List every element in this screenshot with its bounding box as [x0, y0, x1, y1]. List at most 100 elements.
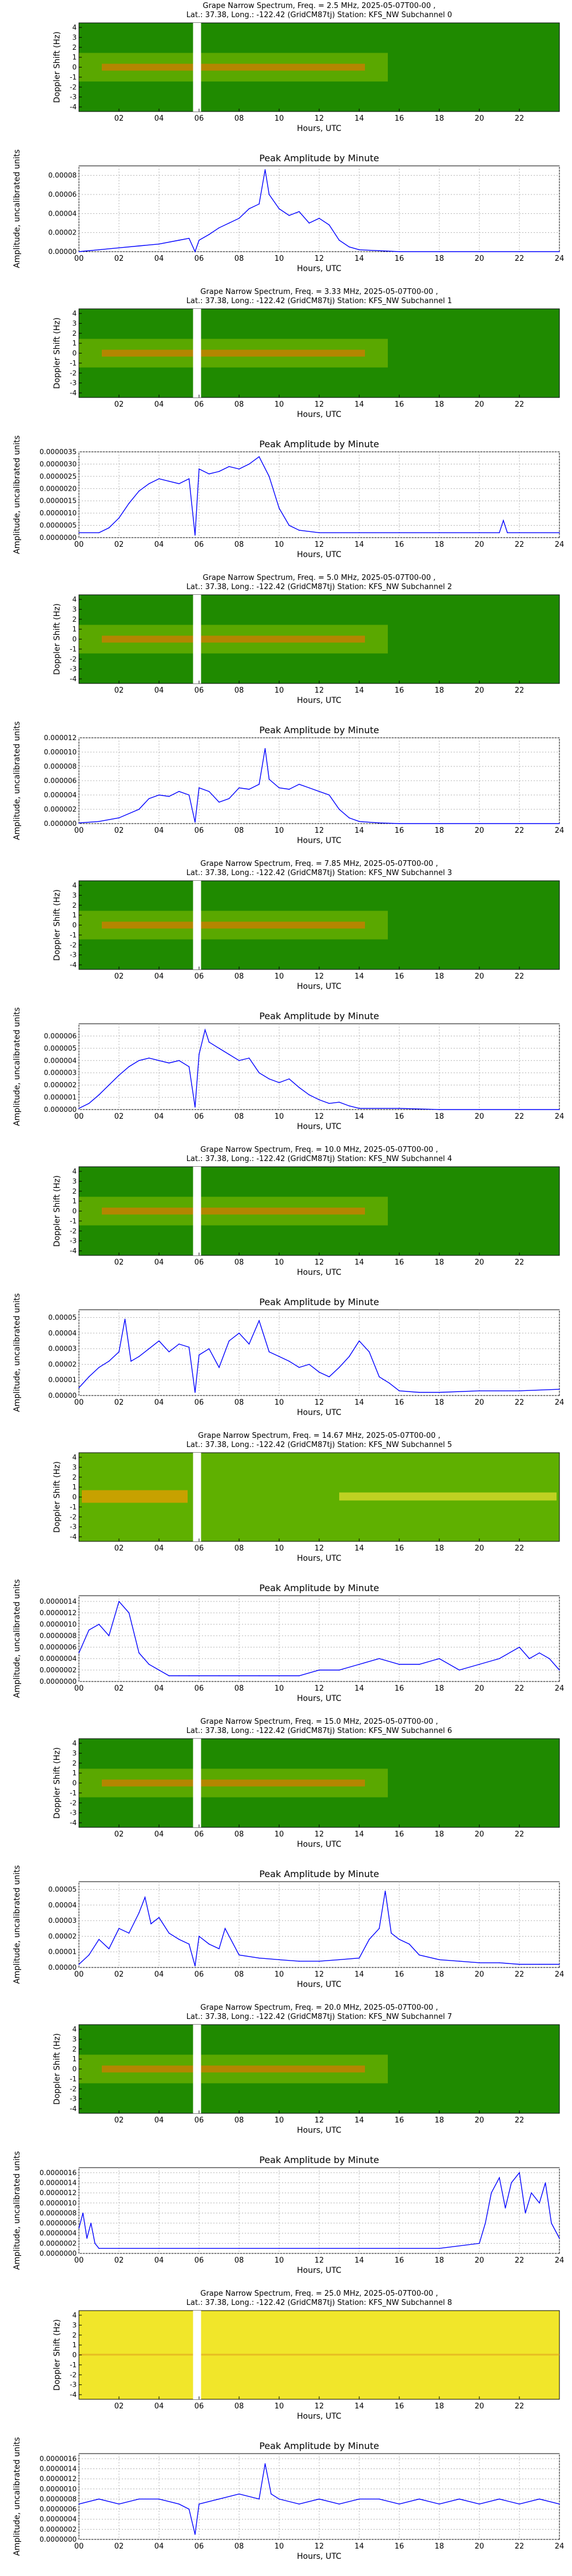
y-tick-label: 3 [72, 319, 77, 327]
data-point [219, 1675, 220, 1676]
data-point [479, 823, 480, 824]
x-tick-label: 06 [194, 255, 204, 263]
data-point [479, 1664, 480, 1665]
x-tick-label: 08 [235, 2542, 244, 2551]
x-tick-label: 22 [515, 1398, 525, 1407]
y-tick-label: 0.00003 [48, 1345, 77, 1353]
data-point [194, 1392, 196, 1393]
data-point [308, 222, 310, 224]
spectrogram-ylabel: Doppler Shift (Hz) [53, 317, 62, 389]
x-tick-label: 24 [555, 255, 565, 263]
data-point [138, 1060, 140, 1062]
data-point [208, 1943, 210, 1945]
data-point [559, 823, 560, 824]
y-tick-label: 0.0000000 [39, 2535, 77, 2543]
data-point [439, 251, 440, 252]
data-point [138, 809, 140, 810]
data-point [499, 1962, 500, 1963]
y-tick-label: 0.0000006 [39, 2219, 77, 2227]
spectrogram-signal [102, 2065, 365, 2073]
data-point [348, 246, 350, 248]
data-point [499, 2177, 500, 2179]
x-tick-label: 22 [515, 1970, 525, 1979]
y-tick-label: 3 [72, 2035, 77, 2043]
data-point [459, 2498, 460, 2500]
data-point [531, 2192, 532, 2193]
y-tick-label: 0.00005 [48, 1314, 77, 1322]
data-point [479, 2243, 480, 2244]
y-tick-label: 0.00003 [48, 1917, 77, 1925]
data-point [148, 1058, 150, 1059]
y-tick-label: 2 [72, 1473, 77, 1481]
x-tick-label: 10 [275, 686, 284, 695]
y-tick-label: 0.00001 [48, 1948, 77, 1956]
x-tick-label: 10 [275, 255, 284, 263]
data-point [78, 251, 80, 252]
data-point [379, 250, 380, 252]
amplitude-ylabel: Amplitude, uncalibrated units [13, 1293, 22, 1412]
data-point [178, 1675, 180, 1676]
data-point [98, 532, 100, 534]
data-point [82, 2212, 84, 2214]
data-point [239, 1060, 240, 1062]
x-tick-label: 06 [194, 1970, 204, 1979]
spectrogram-signal [339, 1492, 557, 1501]
spectrogram-xlabel: Hours, UTC [297, 2126, 341, 2135]
data-point [264, 169, 266, 170]
data-point [108, 1635, 110, 1636]
x-tick-label: 00 [74, 1970, 84, 1979]
data-point [359, 1664, 360, 1665]
x-tick-label: 10 [275, 1544, 284, 1553]
y-tick-label: -1 [70, 73, 77, 81]
x-tick-label: 10 [275, 1970, 284, 1979]
x-tick-label: 18 [435, 2256, 444, 2265]
spectrogram-signal [102, 63, 365, 71]
y-tick-label: 0.0000030 [39, 460, 77, 468]
x-tick-label: 12 [315, 972, 324, 981]
data-point [268, 1351, 270, 1353]
data-point [208, 473, 210, 475]
spectrogram-subtitle: Lat.: 37.38, Long.: -122.42 (GridCM87tj)… [186, 297, 452, 305]
data-point [319, 532, 320, 534]
x-tick-label: 04 [154, 1970, 164, 1979]
amplitude-title: Peak Amplitude by Minute [259, 153, 379, 164]
data-point [439, 1658, 440, 1659]
y-tick-label: 2 [72, 2045, 77, 2053]
data-point [78, 2503, 80, 2505]
data-point [484, 2223, 486, 2224]
data-point [259, 203, 260, 205]
data-point [499, 1658, 500, 1659]
x-tick-label: 22 [515, 1112, 525, 1121]
data-point [98, 1367, 100, 1368]
data-point [239, 2493, 240, 2495]
x-tick-label: 20 [475, 1970, 484, 1979]
x-tick-label: 16 [395, 826, 404, 835]
x-tick-label: 20 [475, 2402, 484, 2411]
y-tick-label: 0.0000002 [39, 2239, 77, 2247]
y-tick-label: 0.000008 [44, 762, 77, 770]
x-tick-label: 02 [114, 400, 124, 409]
x-tick-label: 02 [114, 972, 124, 981]
x-tick-label: 04 [154, 2402, 164, 2411]
data-point [239, 787, 240, 789]
data-point [559, 1963, 560, 1965]
y-tick-label: 0.00001 [48, 1376, 77, 1384]
data-point [348, 1356, 350, 1357]
x-tick-label: 14 [355, 1830, 364, 1839]
data-point [194, 2534, 196, 2535]
y-tick-label: 0 [72, 2065, 77, 2073]
data-point [268, 194, 270, 195]
y-tick-label: 0.000006 [44, 1032, 77, 1040]
y-tick-label: 0.000012 [44, 734, 77, 742]
x-tick-label: 22 [515, 540, 525, 549]
x-tick-label: 22 [515, 2402, 525, 2411]
data-point [239, 2248, 240, 2249]
y-tick-label: 0 [72, 635, 77, 643]
data-point [128, 1612, 130, 1613]
data-point [439, 823, 440, 824]
x-tick-label: 20 [475, 114, 484, 123]
y-tick-label: 0.0000014 [39, 2464, 77, 2472]
x-tick-label: 02 [114, 114, 124, 123]
x-tick-label: 20 [475, 255, 484, 263]
